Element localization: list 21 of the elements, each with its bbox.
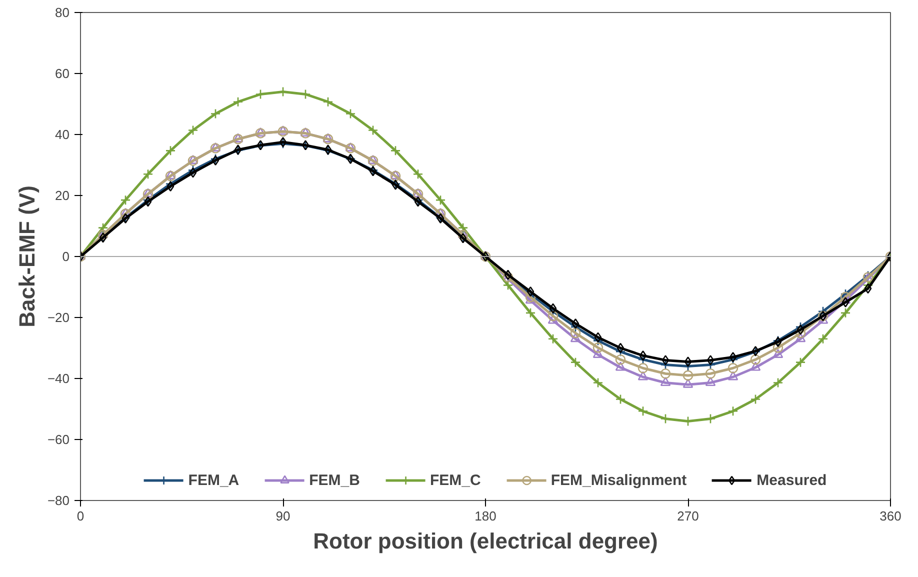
y-tick-label: −20 xyxy=(47,310,70,325)
legend-label: Measured xyxy=(756,472,827,488)
legend-label: FEM_B xyxy=(309,472,360,488)
legend-label: FEM_C xyxy=(430,472,481,488)
y-tick-label: 60 xyxy=(55,66,70,81)
x-tick-label: 180 xyxy=(474,508,496,524)
legend-label: FEM_Misalignment xyxy=(550,472,687,488)
y-tick-label: 0 xyxy=(62,249,70,264)
legend-label: FEM_A xyxy=(188,472,240,488)
y-tick-label: 40 xyxy=(55,127,70,142)
y-tick-label: −40 xyxy=(47,371,70,386)
x-axis-title: Rotor position (electrical degree) xyxy=(313,528,658,554)
y-tick-label: 20 xyxy=(55,188,70,203)
y-tick-label: −80 xyxy=(47,493,70,508)
y-tick-label: 80 xyxy=(55,5,70,20)
y-axis-title: Back-EMF (V) xyxy=(14,186,40,328)
y-tick-label: −60 xyxy=(47,432,70,447)
x-tick-label: 0 xyxy=(76,508,84,524)
x-tick-label: 360 xyxy=(880,508,902,524)
x-tick-label: 270 xyxy=(677,508,699,524)
x-tick-label: 90 xyxy=(276,508,290,524)
